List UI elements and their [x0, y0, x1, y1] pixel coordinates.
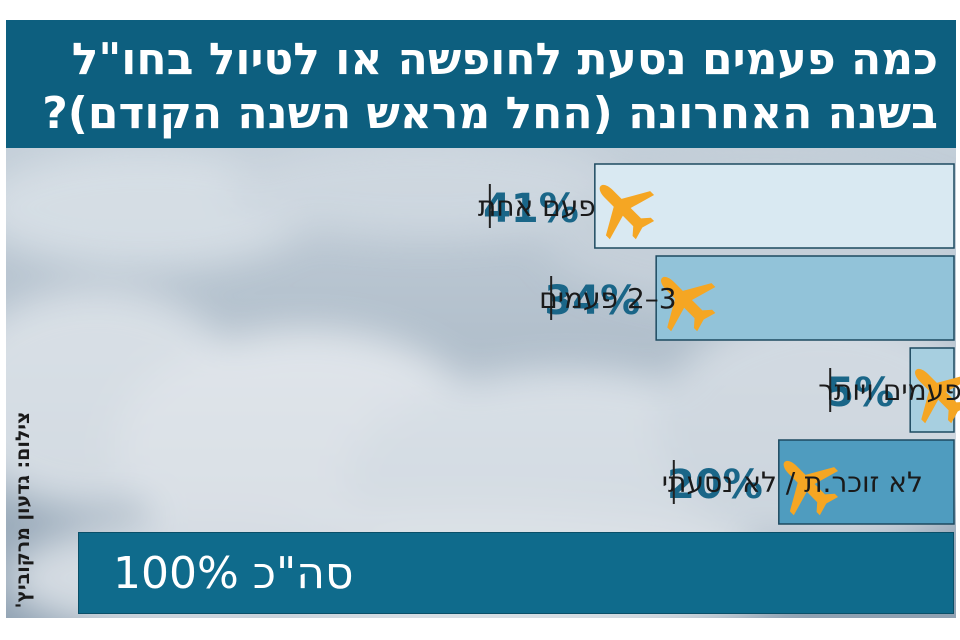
plane-icon — [599, 184, 655, 240]
title-banner: כמה פעמים נסעת לחופשה או לטיול בחו"ל בשנ… — [6, 20, 956, 148]
chart-title-line-2: בשנה האחרונה (החל מראש השנה הקודם)? — [42, 88, 938, 139]
bar — [655, 255, 955, 341]
value-label: 34% — [544, 278, 640, 324]
category-label: 3–2 פעמים — [539, 282, 676, 315]
category-label: 4 פעמים ויותר — [818, 374, 960, 407]
total-label: סה"כ 100% — [113, 548, 354, 599]
plane-icon — [915, 368, 960, 424]
value-label: 20% — [667, 462, 763, 508]
total-bar: סה"כ 100% — [78, 532, 954, 614]
category-label: לא זוכר.ת / לא נסעתי — [662, 466, 923, 499]
bar — [594, 163, 955, 249]
plane-icon — [661, 276, 716, 332]
chart-title-line-1: כמה פעמים נסעת לחופשה או לטיול בחו"ל — [71, 34, 938, 85]
category-label: פעם אחת — [478, 190, 596, 223]
photo-credit-text: צילום: גדעון מרקוביץ' — [12, 411, 34, 609]
plane-icon — [783, 460, 839, 516]
photo-credit: צילום: גדעון מרקוביץ' — [8, 400, 38, 620]
value-label: 41% — [483, 186, 579, 232]
value-label: 5% — [826, 370, 894, 416]
